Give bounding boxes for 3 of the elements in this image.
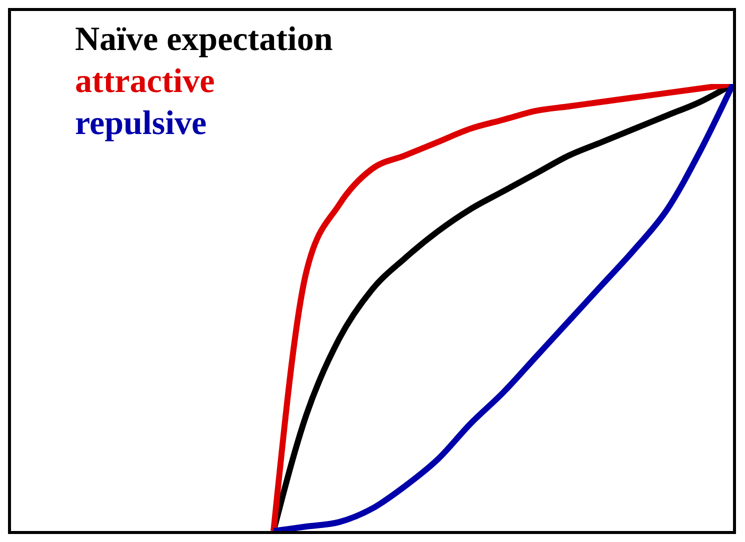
text: repulsive	[75, 104, 208, 144]
text: attractive	[75, 62, 216, 102]
text: Naïve expectation	[75, 20, 333, 60]
